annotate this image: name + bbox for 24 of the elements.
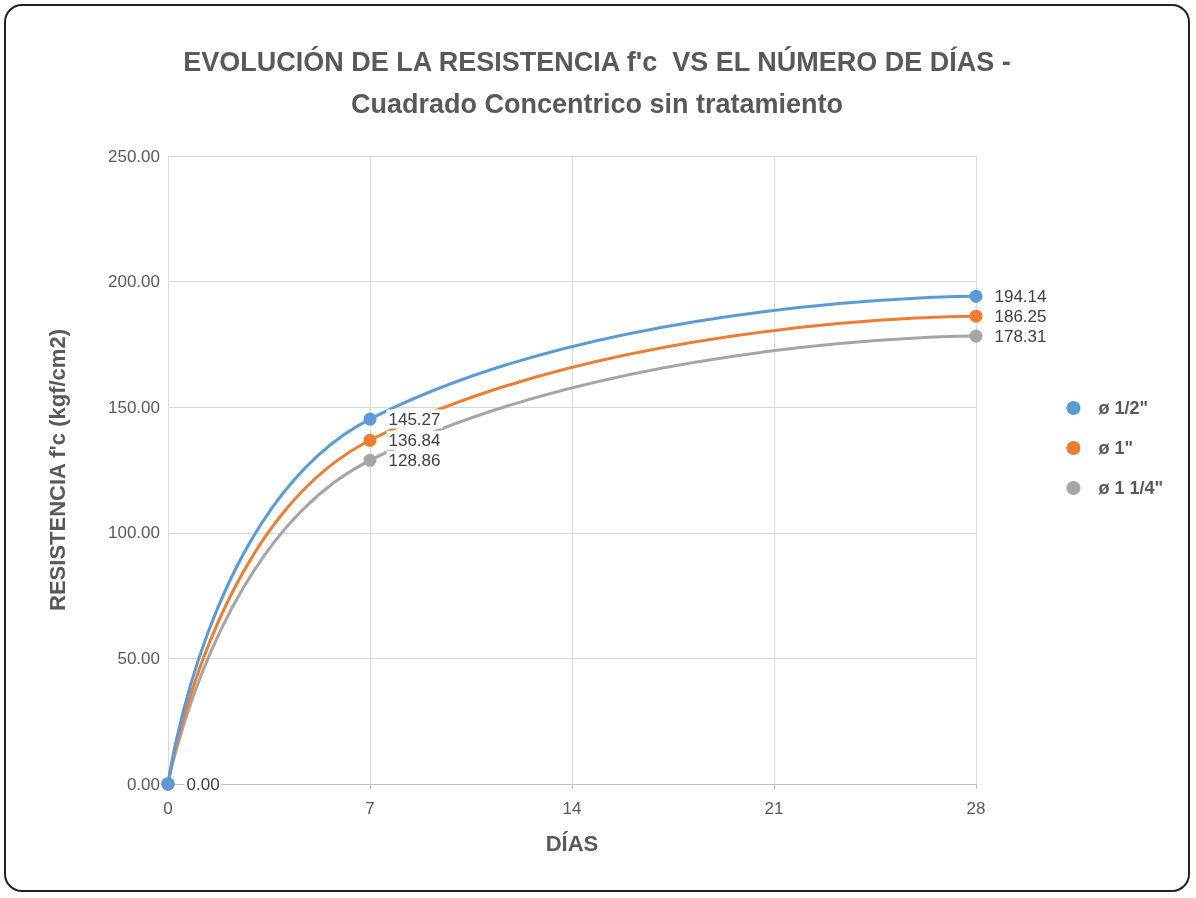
data-label: 178.31 — [994, 326, 1047, 346]
x-tick-label: 28 — [966, 799, 986, 818]
data-label: 145.27 — [388, 409, 441, 429]
y-tick-label: 0.00 — [126, 774, 160, 794]
legend-label: ø 1 1/4" — [1098, 478, 1164, 498]
data-label: 194.14 — [994, 286, 1047, 306]
x-axis-title: DÍAS — [545, 830, 599, 856]
chart-title: EVOLUCIÓN DE LA RESISTENCIA f'c VS EL NÚMERO DE DÍAS - Cuadrado Concentrico sin tratamiento — [183, 46, 1011, 119]
data-label: 186.25 — [994, 306, 1047, 326]
x-tick-label: 21 — [764, 799, 784, 818]
y-tick-label: 50.00 — [117, 648, 160, 668]
y-tick-label: 150.00 — [108, 397, 160, 417]
y-tick-label: 100.00 — [108, 523, 160, 543]
x-tick-label: 0 — [163, 799, 173, 818]
y-axis-title: RESISTENCIA f'c (kgf/cm2) — [44, 329, 70, 611]
y-tick-label: 250.00 — [108, 146, 160, 166]
x-tick-label: 7 — [365, 799, 375, 818]
legend-label: ø 1" — [1098, 438, 1133, 458]
y-tick-label: 200.00 — [108, 272, 160, 292]
x-tick-label: 14 — [562, 799, 582, 818]
legend-label: ø 1/2" — [1098, 398, 1148, 418]
data-label: 136.84 — [388, 430, 441, 450]
data-label: 128.86 — [388, 450, 441, 470]
data-label: 0.00 — [186, 774, 220, 794]
